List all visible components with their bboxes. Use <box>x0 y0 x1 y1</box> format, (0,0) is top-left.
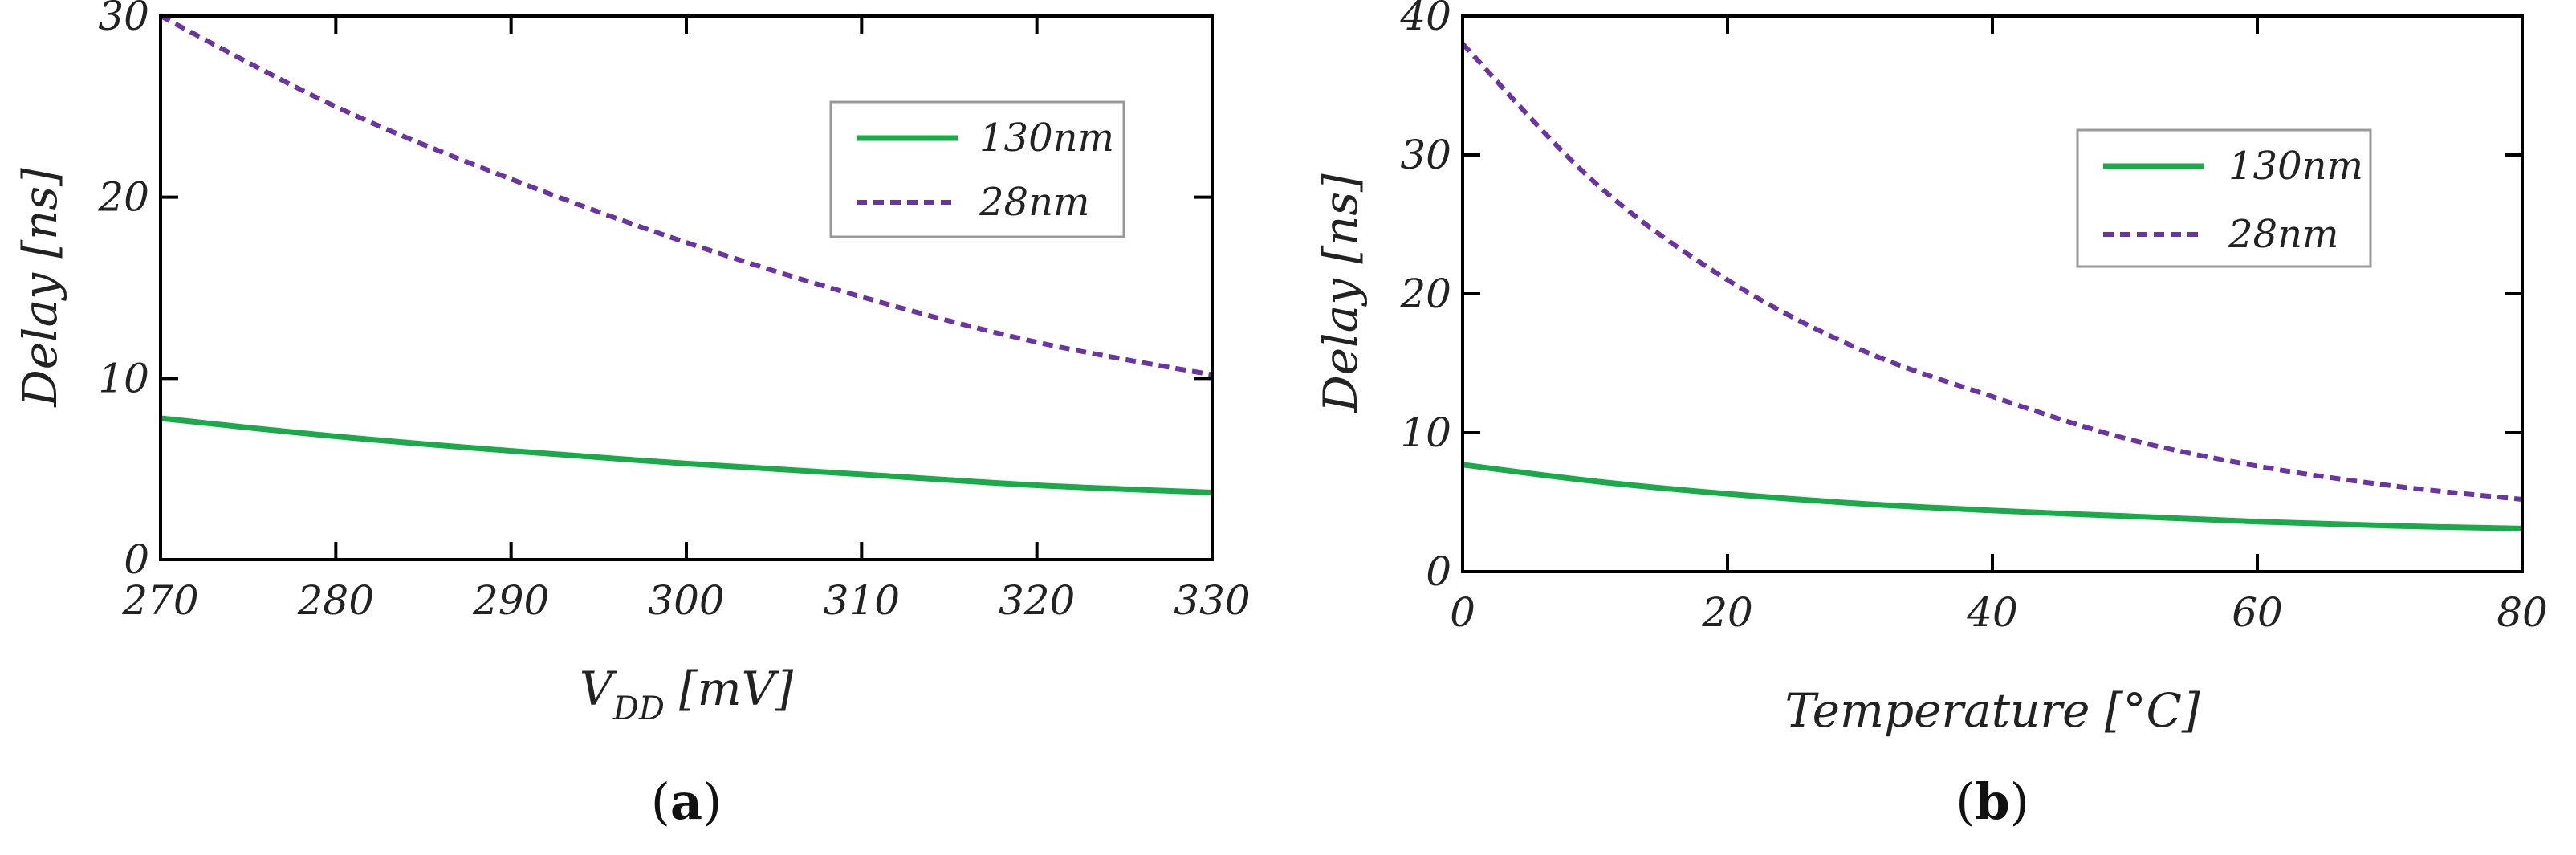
panel-b-x-tick-label: 40 <box>1966 589 2018 636</box>
panel-a-legend-label-28nm: 28nm <box>979 180 1090 225</box>
panel-b-legend: 130nm 28nm <box>2076 128 2372 268</box>
panel-a-x-axis-label-v: V <box>580 662 617 716</box>
panel-b-x-axis-label: Temperature [°C] <box>1784 683 2200 738</box>
panel-a-y-tick-label: 10 <box>98 355 149 401</box>
panel-b-x-tick-label: 0 <box>1450 589 1475 636</box>
panel-a-ticks: 270 280 290 300 310 320 330 0 10 20 30 <box>97 0 1250 624</box>
panel-b-label: (b) <box>1955 772 2029 831</box>
panel-a-label-letter: a <box>670 772 702 831</box>
panel-b-x-tick-label: 20 <box>1701 589 1753 636</box>
panel-b-x-tick-label: 80 <box>2497 589 2548 636</box>
panel-a-y-tick-label: 0 <box>124 536 149 583</box>
panel-b-y-tick-label: 20 <box>1399 271 1451 317</box>
panel-a-x-tick-label: 330 <box>1174 577 1250 624</box>
panel-b-legend-label-28nm: 28nm <box>2228 212 2339 257</box>
panel-b-series <box>1460 42 2523 531</box>
panel-b-y-tick-label: 30 <box>1400 132 1451 178</box>
panel-a-x-axis-label: VDD [mV] <box>580 662 794 727</box>
panel-a-x-tick-label: 270 <box>121 577 198 624</box>
panel-a-y-tick-label: 30 <box>98 0 149 39</box>
panel-b-y-tick-label: 0 <box>1426 548 1451 595</box>
panel-b-legend-label-130nm: 130nm <box>2228 144 2363 189</box>
panel-b-y-axis-label: Delay [ns] <box>1313 173 1368 413</box>
panel-a-x-tick-label: 310 <box>824 577 900 624</box>
panel-a-x-tick-label: 290 <box>472 577 549 624</box>
panel-b-label-letter: b <box>1975 772 2009 831</box>
panel-a-label: (a) <box>651 772 722 831</box>
panel-b-ticks: 0 20 40 60 80 0 10 20 30 40 <box>1399 0 2547 636</box>
panel-a-x-tick-label: 320 <box>999 577 1075 624</box>
panel-a-x-tick-label: 280 <box>297 577 374 624</box>
panel-a-series-130nm <box>160 415 1213 495</box>
panel-a-x-tick-label: 300 <box>648 577 724 624</box>
panel-a-legend-label-130nm: 130nm <box>979 116 1114 161</box>
panel-b-plot-frame <box>1461 14 2524 573</box>
panel-a-x-axis-label-unit: [mV] <box>679 662 794 716</box>
panel-a-legend: 130nm 28nm <box>829 100 1125 238</box>
panel-a-y-axis-label: Delay [ns] <box>13 168 67 408</box>
panel-b: 0 20 40 60 80 0 10 20 30 40 Delay [ns] Temperatur… <box>1313 0 2548 831</box>
panel-a-series-28nm <box>159 14 1213 377</box>
panel-b-series-130nm <box>1462 462 2523 531</box>
panel-b-series-28nm <box>1460 42 2523 502</box>
panel-b-legend-box <box>2076 128 2372 268</box>
panel-b-y-tick-label: 40 <box>1399 0 1451 39</box>
panel-b-y-tick-label: 10 <box>1400 409 1451 456</box>
panel-b-x-tick-label: 60 <box>2232 589 2283 636</box>
panel-a-y-tick-label: 20 <box>97 174 149 221</box>
panel-a-x-axis-label-sub: DD <box>612 690 665 727</box>
panel-a-series <box>159 14 1213 495</box>
panel-a-legend-box <box>829 100 1125 238</box>
